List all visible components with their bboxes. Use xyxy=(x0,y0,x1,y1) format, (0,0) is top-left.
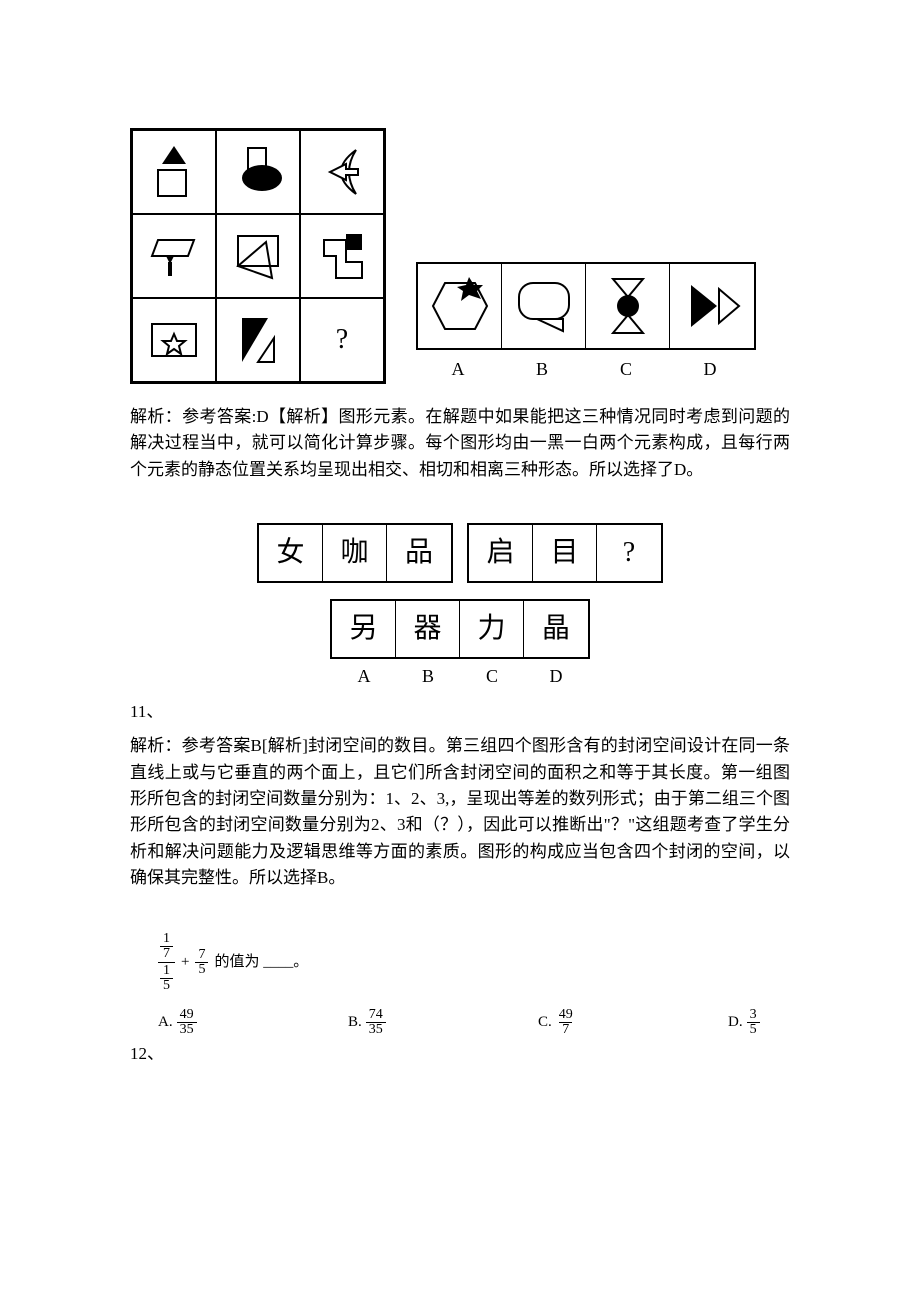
opt-label: A. xyxy=(158,1011,173,1034)
num: 1 xyxy=(160,964,173,978)
label-c: C xyxy=(584,356,668,384)
plus-sign: + xyxy=(181,951,189,974)
q12-opt-a[interactable]: A. 4935 xyxy=(158,1008,348,1037)
shape-black-tri-white-tri xyxy=(228,310,288,370)
num: 1 xyxy=(160,932,173,946)
q11-number-row: 11、 xyxy=(130,699,790,725)
cell-1-3 xyxy=(300,130,384,214)
q12-block: 1 7 1 5 + 7 5 的值为 ____。 A. 4935 B. 7435 xyxy=(130,931,790,1067)
opt-label: C. xyxy=(538,1011,552,1034)
q12-opt-b[interactable]: B. 7435 xyxy=(348,1008,538,1037)
q10-options: A B C D xyxy=(416,262,756,384)
cell-2-2 xyxy=(216,214,300,298)
q12-options: A. 4935 B. 7435 C. 497 D. 35 xyxy=(158,1008,790,1037)
q11-opt-c[interactable]: 力 xyxy=(460,601,524,657)
cell-3-1 xyxy=(132,298,216,382)
cell-3-2 xyxy=(216,298,300,382)
q11-options: 另 器 力 晶 xyxy=(330,599,590,659)
opt-label: D. xyxy=(728,1011,743,1034)
char-6: ? xyxy=(597,525,661,581)
label-a: A xyxy=(416,356,500,384)
q11-options-wrap: 另 器 力 晶 A B C D xyxy=(330,599,590,691)
q11-label-d: D xyxy=(524,663,588,691)
q12-opt-d[interactable]: D. 35 xyxy=(728,1008,760,1037)
q11-label-c: C xyxy=(460,663,524,691)
q11-opt-a[interactable]: 另 xyxy=(332,601,396,657)
den: 5 xyxy=(160,978,173,993)
shape-crescent-arrow xyxy=(312,142,372,202)
den: 5 xyxy=(195,962,208,977)
q10-option-a[interactable] xyxy=(418,264,502,348)
label-b: B xyxy=(500,356,584,384)
shape-triangle-square xyxy=(144,142,204,202)
shape-rect-star xyxy=(144,310,204,370)
q10-grid: ? xyxy=(130,128,386,384)
q11-top-row: 女 咖 品 启 目 ? xyxy=(257,523,663,583)
char-5: 目 xyxy=(533,525,597,581)
den: 7 xyxy=(160,946,173,961)
q11-explanation: 解析：参考答案B[解析]封闭空间的数目。第三组四个图形含有的封闭空间设计在同一条… xyxy=(130,733,790,891)
cell-2-1 xyxy=(132,214,216,298)
shape-black-tri-white-tri-d xyxy=(677,271,747,341)
q12-stem: 1 7 1 5 + 7 5 的值为 ____。 xyxy=(158,931,790,994)
cell-1-1 xyxy=(132,130,216,214)
q11-figure: 女 咖 品 启 目 ? 另 器 力 晶 A B C D xyxy=(130,523,790,691)
stem-tail: 的值为 ____。 xyxy=(214,951,308,974)
q10-option-row xyxy=(416,262,756,350)
char-1: 女 xyxy=(259,525,323,581)
char-4: 启 xyxy=(469,525,533,581)
q11-opt-b[interactable]: 器 xyxy=(396,601,460,657)
q12-number: 12、 xyxy=(130,1044,164,1063)
q11-number: 11、 xyxy=(130,699,163,725)
q11-group2: 启 目 ? xyxy=(467,523,663,583)
nested-fraction: 1 7 1 5 xyxy=(158,931,175,994)
question-mark: ? xyxy=(336,318,348,361)
q10-option-d[interactable] xyxy=(670,264,754,348)
q11-group1: 女 咖 品 xyxy=(257,523,453,583)
q10-option-b[interactable] xyxy=(502,264,586,348)
q10-option-c[interactable] xyxy=(586,264,670,348)
shape-zigzag-square xyxy=(312,226,372,286)
opt-label: B. xyxy=(348,1011,362,1034)
shape-bowtie-circle xyxy=(593,271,663,341)
char-3: 品 xyxy=(387,525,451,581)
cell-1-2 xyxy=(216,130,300,214)
q11-label-b: B xyxy=(396,663,460,691)
q11-opt-d[interactable]: 晶 xyxy=(524,601,588,657)
fraction-7-5: 7 5 xyxy=(195,948,208,977)
cell-2-3 xyxy=(300,214,384,298)
cell-3-3: ? xyxy=(300,298,384,382)
shape-parallelogram-arrow xyxy=(144,226,204,286)
q11-label-a: A xyxy=(332,663,396,691)
q10-option-labels: A B C D xyxy=(416,356,756,384)
q10-explanation: 解析：参考答案:D【解析】图形元素。在解题中如果能把这三种情况同时考虑到问题的解… xyxy=(130,404,790,483)
q10-figure-row: ? xyxy=(130,128,790,384)
char-2: 咖 xyxy=(323,525,387,581)
shape-roundrect-tri xyxy=(509,271,579,341)
q11-option-labels: A B C D xyxy=(332,663,588,691)
shape-rect-triangle xyxy=(228,226,288,286)
num: 7 xyxy=(195,948,208,962)
shape-hexagon-star xyxy=(425,271,495,341)
label-d: D xyxy=(668,356,752,384)
q12-opt-c[interactable]: C. 497 xyxy=(538,1008,728,1037)
shape-square-ellipse xyxy=(228,142,288,202)
